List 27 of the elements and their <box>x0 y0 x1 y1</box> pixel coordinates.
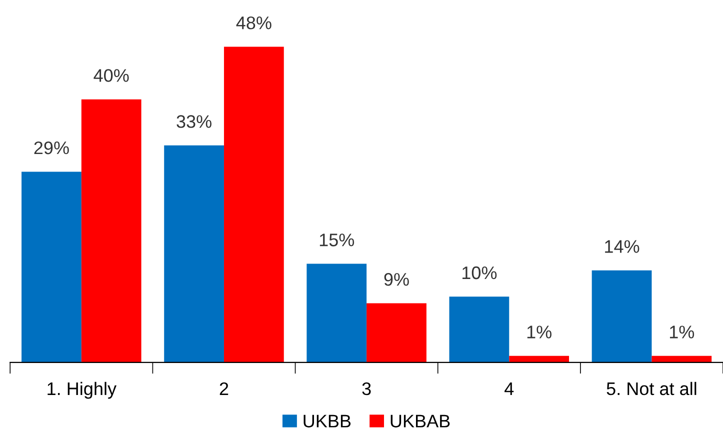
data-label: 9% <box>384 273 409 286</box>
legend-label: UKBAB <box>390 414 450 428</box>
data-label: 33% <box>176 115 212 128</box>
bar <box>449 296 510 362</box>
bar <box>22 172 82 362</box>
x-tick-label: 5. Not at all <box>606 382 696 396</box>
data-label: 15% <box>320 234 354 246</box>
bar <box>592 270 652 362</box>
bar <box>509 356 570 362</box>
bar <box>164 145 224 362</box>
x-tick-label: 4 <box>504 382 514 395</box>
data-label: 10% <box>462 266 497 280</box>
bar <box>306 264 367 362</box>
data-label: 40% <box>94 69 129 82</box>
bar <box>224 46 284 362</box>
x-tick-label: 1. Highly <box>48 382 116 399</box>
x-tick-label: 3 <box>362 382 371 396</box>
bar <box>366 303 426 362</box>
bar <box>81 99 142 362</box>
x-tick-label: 2 <box>220 382 228 395</box>
data-label: 1% <box>670 326 694 338</box>
data-label: 48% <box>236 16 272 30</box>
bar <box>652 356 712 362</box>
legend-label: UKBB <box>304 414 351 428</box>
data-label: 14% <box>605 240 640 253</box>
data-label: 29% <box>34 141 69 154</box>
data-label: 1% <box>527 326 552 338</box>
